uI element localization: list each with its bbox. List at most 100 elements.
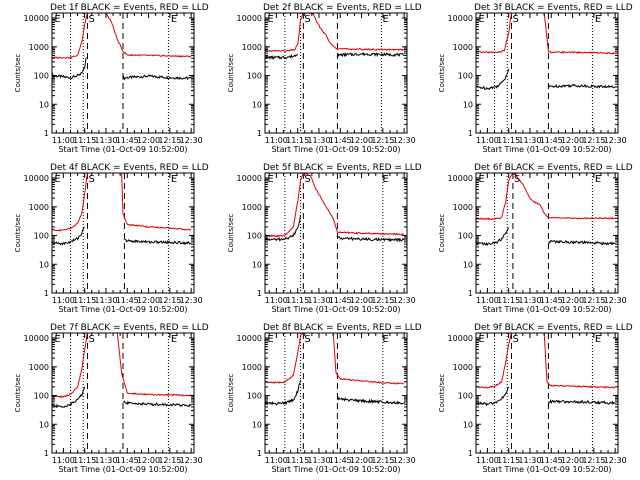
y-tick-label: 1 [468,289,473,298]
lld-trace [476,333,616,389]
y-tick-label: 1 [44,289,49,298]
y-tick-label: 10000 [448,14,473,23]
x-tick-label: 11:45 [116,456,139,465]
x-tick-label: 11:00 [265,136,288,145]
x-tick-label: 12:30 [180,136,203,145]
state-letter: E [595,334,601,345]
x-tick-label: 11:15 [73,296,96,305]
x-tick-label: 11:45 [540,296,563,305]
x-axis-label: Start Time (01-Oct-09 10:52:00) [58,305,187,314]
x-tick-label: 11:15 [286,296,309,305]
state-letter: S [89,334,95,345]
state-letter: E [478,174,484,185]
x-tick-label: 11:30 [518,296,541,305]
events-trace-after-gap [547,398,616,406]
events-trace-after-gap [337,51,405,58]
x-axis-label: Start Time (01-Oct-09 10:52:00) [58,465,187,474]
y-tick-label: 10 [39,260,49,269]
x-tick-label: 11:45 [329,296,352,305]
x-axis-label: Start Time (01-Oct-09 10:52:00) [271,145,400,154]
x-tick-label: 12:30 [393,456,416,465]
x-tick-label: 11:30 [94,456,117,465]
x-tick-label: 12:00 [561,456,584,465]
lld-trace [52,13,192,59]
lld-trace [476,173,616,221]
events-trace-after-gap [122,74,192,81]
panel-title: Det 2f BLACK = Events, RED = LLD [263,3,422,13]
state-letter: E [54,174,60,185]
state-letter: E [54,334,60,345]
plot-frame [51,12,195,134]
x-tick-label: 12:15 [158,136,181,145]
x-tick-label: 12:00 [350,296,373,305]
lld-trace [52,173,192,232]
x-tick-label: 11:45 [540,456,563,465]
x-tick-label: 11:15 [497,296,520,305]
events-trace [265,215,301,242]
y-axis-label: Counts/sec [438,54,446,93]
y-axis-label: Counts/sec [438,374,446,413]
y-tick-label: 1 [44,129,49,138]
x-tick-label: 11:00 [476,456,499,465]
x-tick-label: 12:00 [137,456,160,465]
x-tick-label: 12:15 [582,136,605,145]
y-axis-label: Counts/sec [14,374,22,413]
y-tick-label: 10000 [448,174,473,183]
x-tick-label: 11:30 [94,136,117,145]
panel-det-2: Det 2f BLACK = Events, RED = LLD 1 10 100 10… [227,3,422,154]
events-trace [265,379,301,406]
plot-frame [264,172,408,294]
plot-frame [264,332,408,454]
y-tick-label: 10 [39,100,49,109]
x-tick-label: 11:15 [497,136,520,145]
y-tick-label: 1000 [242,363,262,372]
x-tick-label: 11:15 [73,136,96,145]
plot-frame [51,332,195,454]
panel-title: Det 4f BLACK = Events, RED = LLD [50,163,209,173]
y-tick-label: 1 [468,129,473,138]
y-tick-label: 10000 [237,174,262,183]
y-tick-label: 10000 [24,174,49,183]
panel-title: Det 6f BLACK = Events, RED = LLD [474,163,633,173]
y-tick-label: 10 [252,100,262,109]
y-tick-label: 10 [252,420,262,429]
x-tick-label: 11:30 [307,296,330,305]
panel-title: Det 1f BLACK = Events, RED = LLD [50,3,209,13]
state-letter: E [267,174,273,185]
plot-frame [51,172,195,294]
x-axis-label: Start Time (01-Oct-09 10:52:00) [271,305,400,314]
lld-trace [476,13,616,55]
panel-det-3: Det 3f BLACK = Events, RED = LLD 1 10 100 10… [438,3,633,154]
y-tick-label: 100 [458,232,473,241]
events-trace [476,68,510,91]
state-letter: E [171,334,177,345]
x-axis-label: Start Time (01-Oct-09 10:52:00) [482,305,611,314]
x-tick-label: 12:30 [180,456,203,465]
y-tick-label: 1000 [29,43,49,52]
events-trace-after-gap [124,238,192,246]
panel-det-7: Det 7f BLACK = Events, RED = LLD 1 10 100 10… [14,323,209,474]
x-tick-label: 11:30 [518,456,541,465]
y-tick-label: 1000 [453,363,473,372]
y-tick-label: 10000 [237,334,262,343]
events-trace [52,57,87,80]
x-tick-label: 11:45 [329,136,352,145]
state-letter: E [382,14,388,25]
state-letter: E [595,174,601,185]
y-tick-label: 1 [257,289,262,298]
x-tick-label: 11:00 [52,296,75,305]
events-trace [52,386,86,409]
x-tick-label: 11:00 [265,296,288,305]
events-trace-after-gap [337,235,405,243]
y-tick-label: 1 [257,449,262,458]
y-tick-label: 1000 [29,363,49,372]
state-letter: S [514,174,520,185]
x-tick-label: 11:30 [307,456,330,465]
x-tick-label: 12:00 [137,136,160,145]
y-tick-label: 1000 [453,43,473,52]
y-tick-label: 1000 [242,203,262,212]
lld-trace [265,13,405,53]
lld-trace [265,333,405,385]
